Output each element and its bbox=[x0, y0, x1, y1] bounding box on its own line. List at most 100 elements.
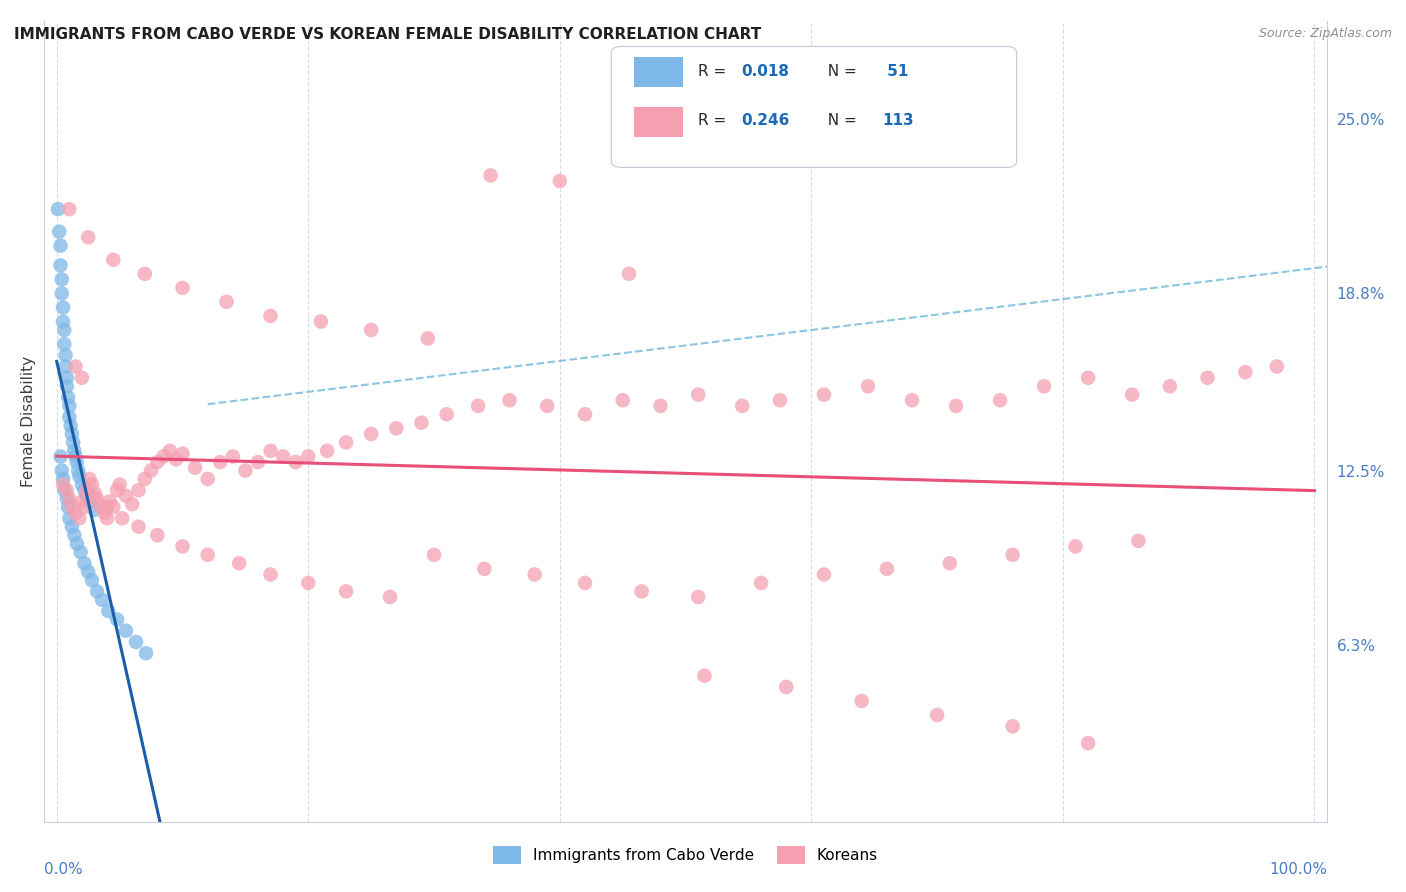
Point bbox=[56, 379, 79, 393]
Point bbox=[228, 556, 250, 570]
Text: N =: N = bbox=[818, 113, 862, 128]
Point bbox=[73, 500, 96, 514]
Point bbox=[1265, 359, 1288, 374]
Point bbox=[56, 391, 79, 405]
Point bbox=[284, 455, 307, 469]
Point bbox=[630, 584, 652, 599]
Y-axis label: Female Disability: Female Disability bbox=[21, 356, 35, 487]
Point bbox=[56, 371, 79, 385]
Point bbox=[1064, 540, 1087, 554]
Point bbox=[259, 309, 281, 323]
Point bbox=[152, 450, 174, 464]
Point bbox=[876, 562, 898, 576]
Point bbox=[159, 443, 181, 458]
Point bbox=[103, 252, 125, 267]
Point bbox=[58, 399, 80, 413]
Point bbox=[53, 323, 76, 337]
Point bbox=[927, 708, 949, 723]
Point bbox=[617, 267, 640, 281]
Point bbox=[479, 169, 502, 183]
Point bbox=[55, 359, 77, 374]
Point bbox=[56, 491, 79, 506]
Point bbox=[65, 359, 87, 374]
Point bbox=[76, 483, 98, 498]
Point bbox=[146, 528, 169, 542]
Point bbox=[58, 491, 80, 506]
Text: 100.0%: 100.0% bbox=[1270, 862, 1327, 877]
Point bbox=[467, 399, 489, 413]
Point bbox=[1001, 719, 1024, 733]
Point bbox=[69, 545, 91, 559]
Point bbox=[111, 511, 134, 525]
Point bbox=[851, 694, 873, 708]
Point bbox=[53, 337, 76, 351]
Point bbox=[1159, 379, 1181, 393]
Point bbox=[51, 286, 73, 301]
Point bbox=[70, 371, 93, 385]
Point bbox=[523, 567, 546, 582]
Point bbox=[59, 418, 82, 433]
Point bbox=[62, 435, 84, 450]
Point bbox=[1001, 548, 1024, 562]
Point bbox=[209, 455, 232, 469]
Point bbox=[73, 483, 96, 498]
Point bbox=[335, 435, 357, 450]
Point bbox=[67, 463, 90, 477]
Point bbox=[416, 331, 439, 345]
Point bbox=[98, 494, 121, 508]
Point bbox=[86, 584, 108, 599]
Point bbox=[73, 556, 96, 570]
Point bbox=[693, 668, 716, 682]
Point bbox=[1197, 371, 1219, 385]
Point bbox=[139, 463, 162, 477]
Point bbox=[52, 472, 75, 486]
Point bbox=[76, 489, 98, 503]
Point bbox=[146, 455, 169, 469]
Point bbox=[86, 491, 108, 506]
Point bbox=[65, 450, 87, 464]
Point bbox=[79, 472, 101, 486]
Point bbox=[56, 500, 79, 514]
Point bbox=[988, 393, 1011, 408]
Bar bbox=[634, 57, 683, 87]
Point bbox=[80, 477, 103, 491]
Point bbox=[360, 427, 382, 442]
Point bbox=[335, 584, 357, 599]
Point bbox=[297, 576, 319, 591]
Point bbox=[121, 497, 143, 511]
Point bbox=[172, 447, 194, 461]
Point bbox=[574, 576, 596, 591]
Point bbox=[51, 272, 73, 286]
Point bbox=[135, 646, 157, 660]
Point bbox=[105, 612, 128, 626]
Text: 51: 51 bbox=[882, 64, 908, 78]
Point bbox=[688, 590, 710, 604]
Point bbox=[134, 472, 156, 486]
Text: R =: R = bbox=[699, 113, 731, 128]
Point bbox=[67, 469, 90, 483]
Point bbox=[612, 393, 634, 408]
Point bbox=[52, 301, 75, 315]
Point bbox=[474, 562, 496, 576]
Point bbox=[115, 489, 138, 503]
Point bbox=[775, 680, 797, 694]
Point bbox=[385, 421, 408, 435]
Point bbox=[63, 443, 86, 458]
Point bbox=[271, 450, 294, 464]
Point bbox=[83, 486, 105, 500]
Point bbox=[316, 443, 339, 458]
Point bbox=[58, 410, 80, 425]
Text: N =: N = bbox=[818, 64, 862, 78]
Point bbox=[125, 635, 148, 649]
Point bbox=[83, 491, 105, 506]
Point bbox=[215, 294, 238, 309]
Point bbox=[77, 565, 100, 579]
Point bbox=[297, 450, 319, 464]
Point bbox=[498, 393, 520, 408]
Point bbox=[769, 393, 792, 408]
Point bbox=[172, 281, 194, 295]
Point bbox=[70, 494, 93, 508]
Point bbox=[52, 314, 75, 328]
Point bbox=[197, 548, 219, 562]
Point bbox=[103, 500, 125, 514]
